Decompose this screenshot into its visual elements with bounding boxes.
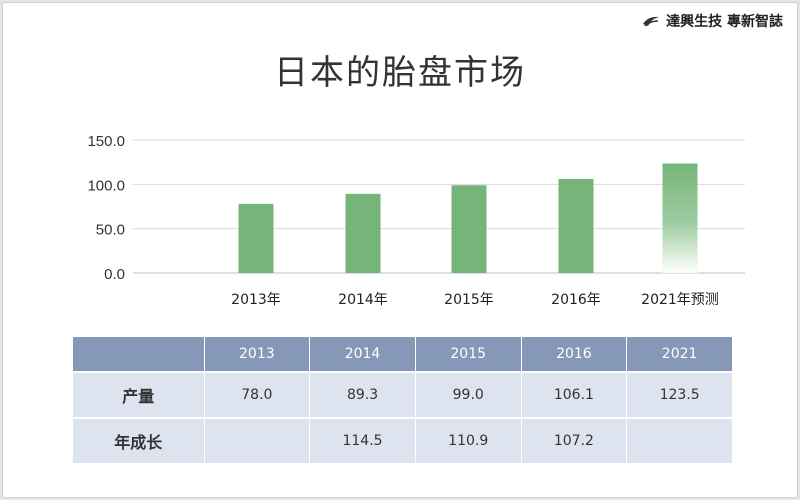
- x-tick-label: 2016年: [551, 292, 601, 308]
- x-tick-label: 2014年: [338, 292, 388, 308]
- table-cell: 78.0: [204, 371, 311, 418]
- table-cell: 107.2: [521, 417, 628, 463]
- table-row: 产量 78.0 89.3 99.0 106.1 123.5: [73, 371, 733, 418]
- row-label: 产量: [73, 371, 205, 418]
- table-header-cell: 2013: [204, 337, 311, 372]
- y-tick-label: 100.0: [87, 177, 125, 194]
- brand-logo-icon: [643, 16, 660, 27]
- table-header-cell: 2016: [521, 337, 628, 372]
- table-header-row: 2013 2014 2015 2016 2021: [73, 337, 733, 372]
- y-tick-label: 150.0: [87, 133, 125, 150]
- bar: [238, 203, 274, 273]
- table-cell: 106.1: [521, 371, 628, 418]
- brand-text: 達興生技 專新智誌: [666, 14, 783, 30]
- table-row: 年成长 114.5 110.9 107.2: [73, 417, 733, 463]
- brand-mark: 達興生技 專新智誌: [642, 11, 783, 31]
- table-header-cell: [73, 337, 205, 372]
- row-label: 年成长: [73, 417, 205, 463]
- x-tick-label: 2013年: [231, 292, 281, 308]
- bar: [451, 185, 487, 273]
- y-tick-label: 0.0: [104, 266, 125, 283]
- chart-title: 日本的胎盘市场: [274, 53, 526, 93]
- bar: [558, 178, 594, 273]
- table-cell: 99.0: [415, 371, 522, 418]
- bar-chart: 0.0 50.0 100.0 150.0 2013年 2014年 2015年 2016年 20…: [87, 133, 745, 308]
- bar: [662, 163, 698, 273]
- data-table: 2013 2014 2015 2016 2021 产量 78.0 89.3 99…: [73, 337, 733, 463]
- bar: [345, 193, 381, 273]
- table-cell: 114.5: [309, 417, 416, 463]
- table-cell: 123.5: [626, 371, 733, 418]
- table-header-cell: 2014: [309, 337, 416, 372]
- table-cell: [626, 417, 733, 463]
- table-header-cell: 2021: [626, 337, 733, 372]
- table-cell: 110.9: [415, 417, 522, 463]
- y-tick-label: 50.0: [96, 222, 125, 239]
- x-tick-label: 2015年: [444, 292, 494, 308]
- table-cell: [204, 417, 311, 463]
- table-cell: 89.3: [309, 371, 416, 418]
- table-header-cell: 2015: [415, 337, 522, 372]
- x-tick-label: 2021年预测: [641, 292, 719, 308]
